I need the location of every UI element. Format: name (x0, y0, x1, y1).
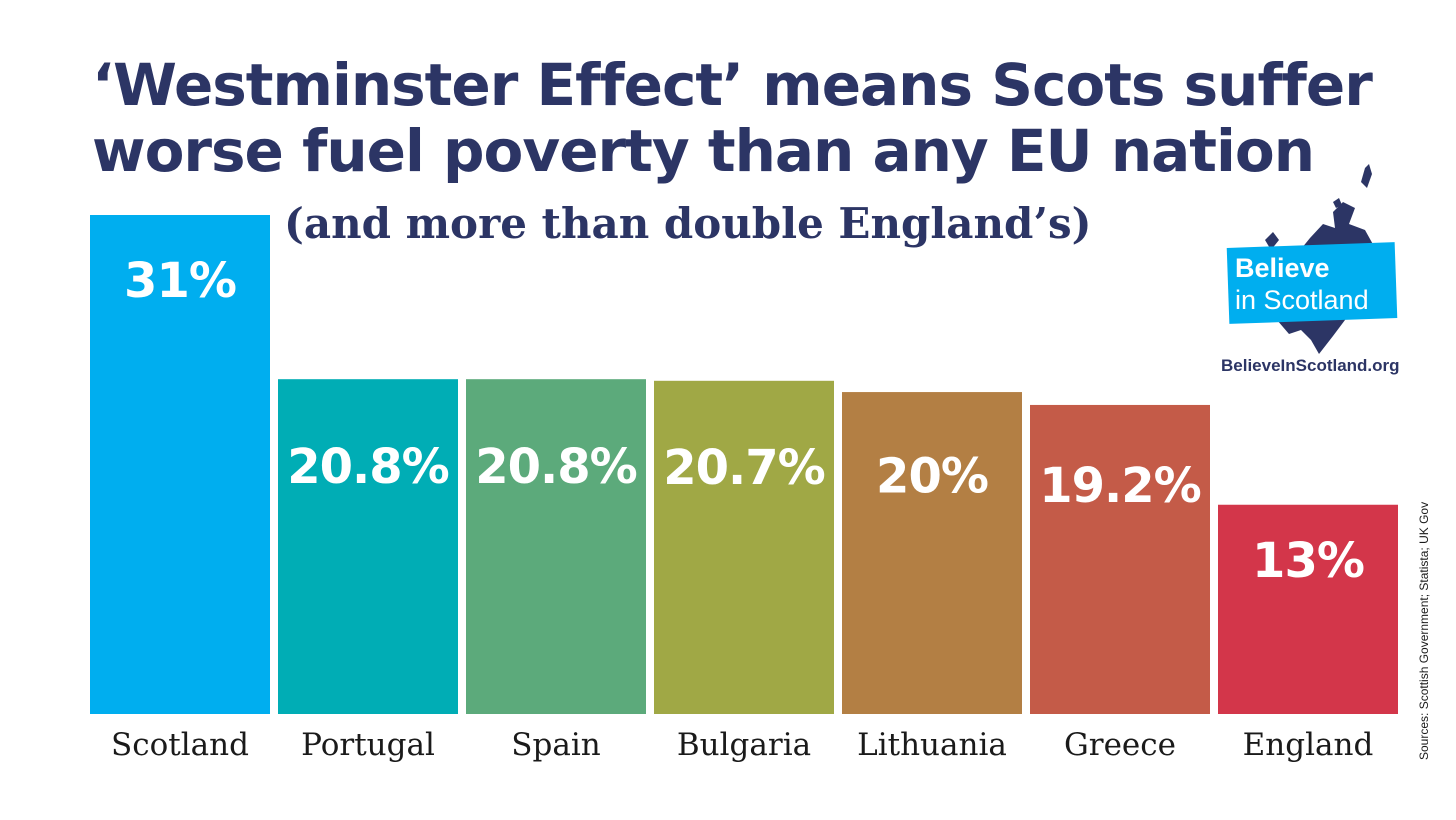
logo-url: BelieveInScotland.org (1221, 356, 1400, 375)
logo-text-in-scotland: in Scotland (1235, 285, 1369, 315)
value-label-greece: 19.2% (1039, 458, 1201, 514)
bar-bulgaria (654, 380, 834, 714)
believe-in-scotland-logo: Believe in Scotland BelieveInScotland.or… (1215, 160, 1415, 380)
bar-scotland (90, 215, 270, 714)
category-label-bulgaria: Bulgaria (677, 727, 811, 763)
chart-title-line-1: ‘Westminster Effect’ means Scots suffer (92, 51, 1373, 119)
bar-england (1218, 504, 1398, 714)
shetland-islands (1361, 164, 1372, 188)
value-label-bulgaria: 20.7% (663, 440, 825, 496)
value-label-lithuania: 20% (876, 449, 988, 505)
category-label-spain: Spain (511, 727, 600, 763)
category-label-greece: Greece (1064, 727, 1176, 763)
bar-portugal (278, 379, 458, 714)
category-label-england: England (1243, 727, 1374, 763)
value-label-portugal: 20.8% (287, 439, 449, 495)
value-label-spain: 20.8% (475, 439, 637, 495)
bar-lithuania (842, 392, 1022, 714)
logo-text-believe: Believe (1235, 253, 1330, 283)
value-label-england: 13% (1252, 533, 1364, 589)
chart-subtitle: (and more than double England’s) (284, 199, 1092, 248)
chart-title-line-2: worse fuel poverty than any EU nation (92, 117, 1315, 185)
sources-note: Sources: Scottish Government; Statista; … (1417, 501, 1431, 760)
bar-greece (1030, 404, 1210, 714)
value-label-scotland: 31% (124, 253, 236, 309)
category-label-scotland: Scotland (111, 727, 249, 763)
category-label-portugal: Portugal (301, 727, 435, 763)
category-label-lithuania: Lithuania (857, 727, 1007, 763)
chart-title: ‘Westminster Effect’ means Scots suffer … (92, 51, 1373, 185)
orkney-islands (1333, 198, 1342, 208)
bar-spain (466, 379, 646, 714)
